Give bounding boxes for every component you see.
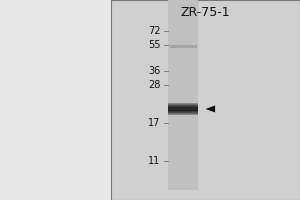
Bar — [168, 107, 198, 109]
Text: 36: 36 — [148, 66, 160, 76]
Bar — [168, 114, 198, 115]
Bar — [168, 108, 198, 110]
Bar — [168, 105, 198, 107]
Bar — [168, 0, 198, 190]
Bar — [168, 110, 198, 112]
Bar — [168, 110, 198, 111]
Polygon shape — [206, 105, 215, 113]
Bar — [168, 112, 198, 114]
Bar — [169, 45, 196, 48]
Text: ZR-75-1: ZR-75-1 — [181, 6, 230, 20]
Bar — [168, 103, 198, 104]
Text: 72: 72 — [148, 26, 161, 36]
Text: 55: 55 — [148, 40, 161, 50]
Bar — [168, 103, 198, 105]
Text: 11: 11 — [148, 156, 160, 166]
Bar — [168, 104, 198, 106]
Bar — [168, 111, 198, 113]
Bar — [168, 113, 198, 115]
Text: 28: 28 — [148, 80, 160, 90]
Bar — [168, 107, 198, 108]
Text: 17: 17 — [148, 118, 160, 128]
Bar — [168, 106, 198, 108]
Bar — [111, 0, 300, 200]
Bar — [168, 109, 198, 111]
